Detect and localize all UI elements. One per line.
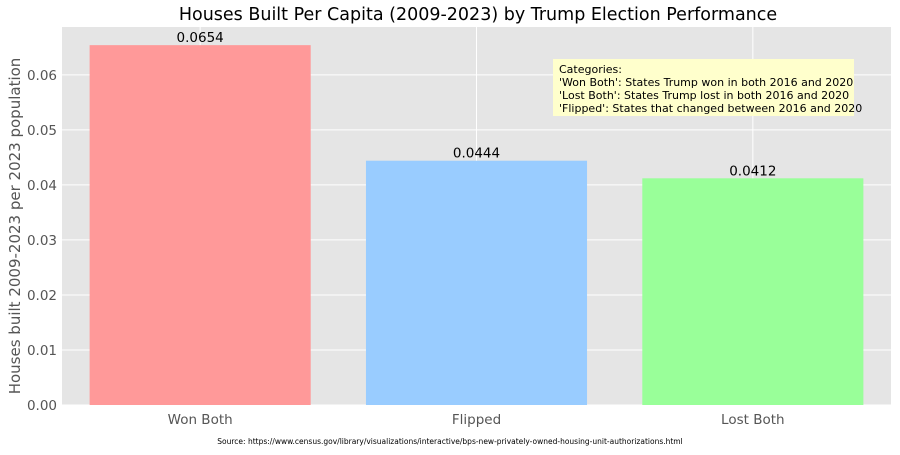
annotation-line: 'Won Both': States Trump won in both 201… — [559, 76, 854, 89]
y-tick-label: 0.06 — [27, 68, 57, 84]
y-tick-label: 0.00 — [27, 398, 57, 414]
y-tick-label: 0.03 — [27, 233, 57, 249]
chart-title: Houses Built Per Capita (2009-2023) by T… — [179, 5, 777, 25]
annotation-line: 'Flipped': States that changed between 2… — [559, 102, 863, 115]
x-tick-label: Lost Both — [721, 412, 785, 428]
annotation-line: Categories: — [559, 63, 622, 76]
x-axis-ticks: Won Both Flipped Lost Both — [168, 412, 785, 428]
x-tick-label: Flipped — [452, 412, 501, 428]
y-tick-label: 0.05 — [27, 123, 57, 139]
annotation-line: 'Lost Both': States Trump lost in both 2… — [559, 89, 850, 102]
bar-flipped — [365, 160, 588, 405]
y-tick-label: 0.04 — [27, 178, 57, 194]
y-axis-ticks: 0.00 0.01 0.02 0.03 0.04 0.05 0.06 — [27, 68, 57, 414]
data-label: 0.0412 — [729, 163, 776, 179]
y-axis-label: Houses built 2009-2023 per 2023 populati… — [6, 58, 24, 395]
bar-lost-both — [642, 178, 864, 405]
bar-won-both — [89, 45, 311, 406]
categories-annotation: Categories: 'Won Both': States Trump won… — [553, 59, 863, 116]
bars — [89, 45, 864, 406]
data-label: 0.0444 — [453, 146, 500, 162]
data-label: 0.0654 — [177, 30, 224, 46]
data-labels: 0.0654 0.0444 0.0412 — [177, 30, 777, 179]
y-tick-label: 0.01 — [27, 343, 57, 359]
source-note: Source: https://www.census.gov/library/v… — [217, 437, 683, 446]
x-tick-label: Won Both — [168, 412, 233, 428]
y-tick-label: 0.02 — [27, 288, 57, 304]
